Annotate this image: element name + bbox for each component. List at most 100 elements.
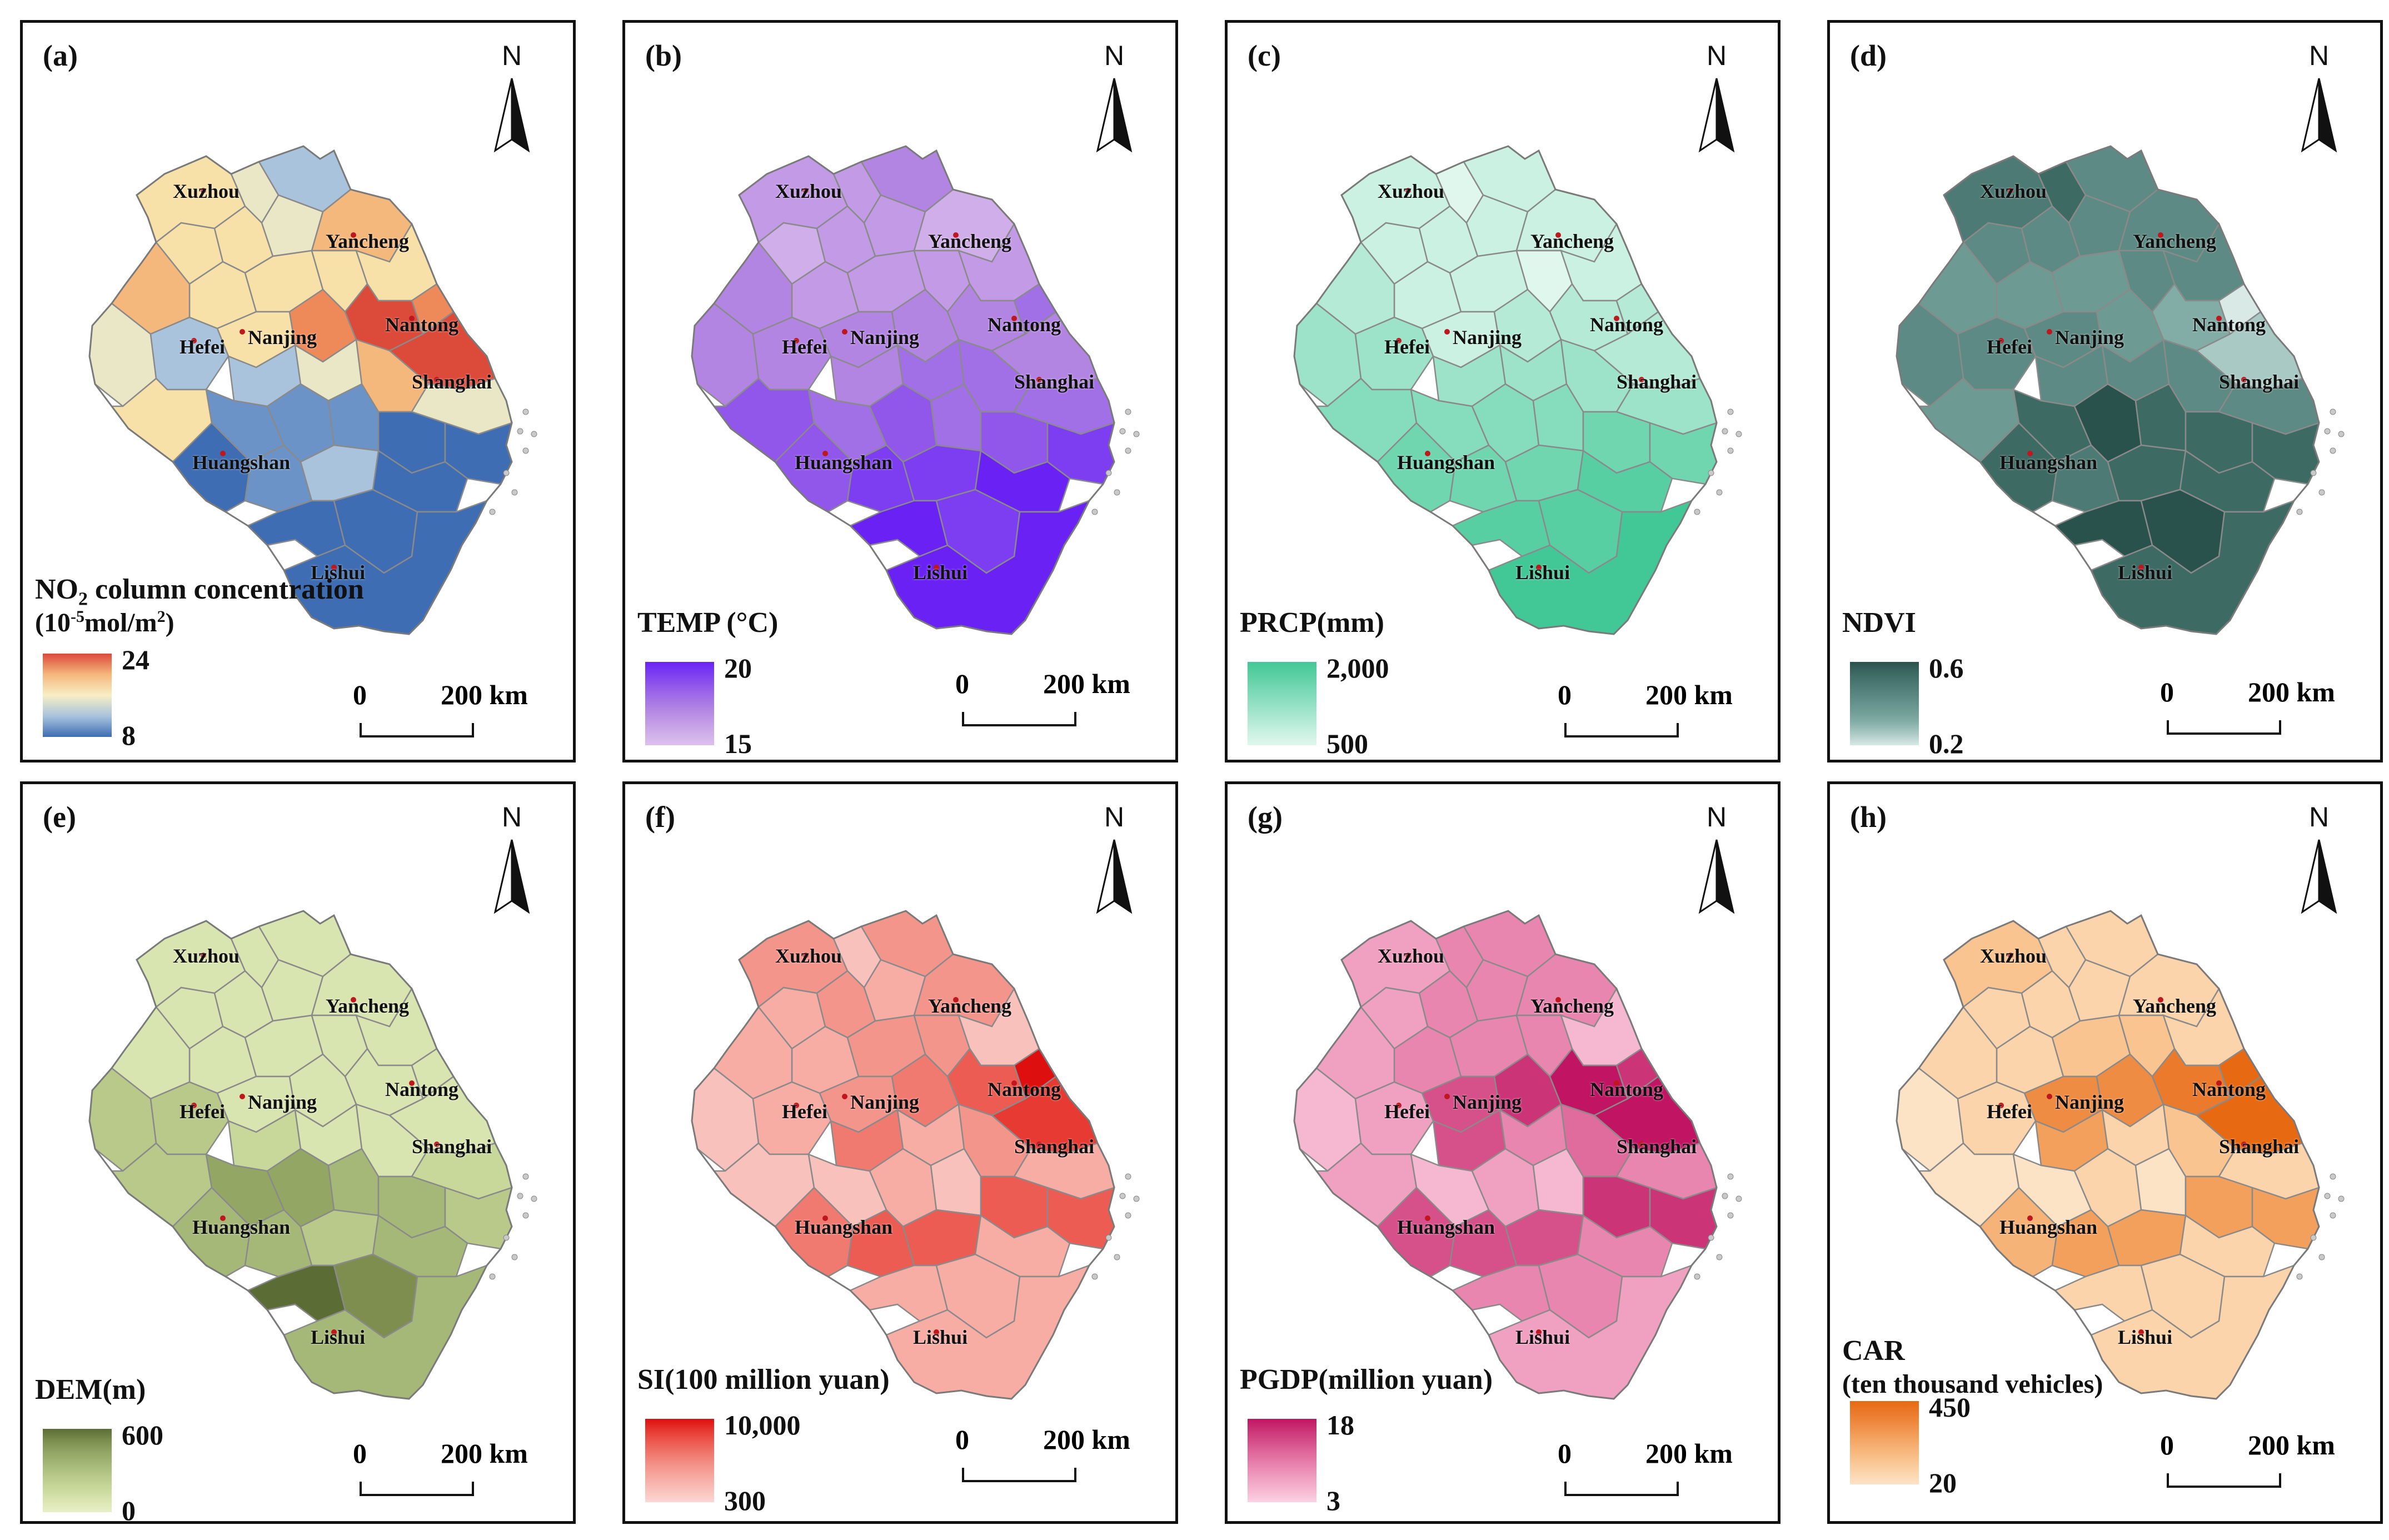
- city-marker-lishui: [1536, 565, 1542, 570]
- scale-zero: 0: [353, 1438, 367, 1469]
- island: [1735, 1195, 1742, 1202]
- map-panel-a: (a) N Xuzhou Yancheng Nantong Hefei Nanjing Sha…: [20, 20, 576, 762]
- island: [489, 509, 496, 515]
- map-region: [2053, 1264, 2153, 1322]
- island: [1125, 408, 1131, 415]
- choropleth-map: [1896, 910, 2345, 1400]
- scale-zero: 0: [2160, 1429, 2174, 1461]
- city-label-shanghai: Shanghai: [1014, 1135, 1095, 1158]
- city-marker-shanghai: [1639, 377, 1644, 382]
- city-marker-nanjing: [240, 1094, 245, 1099]
- city-label-xuzhou: Xuzhou: [1378, 945, 1445, 967]
- choropleth-map: [1896, 145, 2345, 635]
- north-arrow: N: [1694, 801, 1739, 918]
- island: [1708, 1234, 1714, 1241]
- legend-min-value: 15: [724, 728, 752, 759]
- north-arrow-icon: [1096, 839, 1133, 914]
- panel-label: (c): [1248, 39, 1281, 72]
- scale-bar: 0 200 km: [2147, 676, 2335, 742]
- city-marker-yancheng: [953, 232, 959, 238]
- city-marker-shanghai: [1639, 1142, 1644, 1147]
- map-panel-c: (c) N Xuzhou Yancheng Nantong Hefei Nanjing Sha…: [1225, 20, 1780, 762]
- city-marker-lishui: [2138, 1329, 2144, 1335]
- city-label-xuzhou: Xuzhou: [775, 945, 842, 967]
- island: [1105, 1234, 1112, 1241]
- scale-line: [1564, 723, 1679, 737]
- island: [511, 489, 518, 496]
- island: [1133, 431, 1140, 437]
- panel-label: (e): [43, 800, 76, 834]
- city-marker-huangshan: [2027, 451, 2033, 456]
- north-arrow: N: [490, 801, 534, 918]
- map-region: [246, 500, 346, 557]
- legend-title-subscript: 2: [78, 589, 88, 610]
- island: [1091, 1273, 1098, 1280]
- city-marker-hefei: [1998, 1103, 2004, 1108]
- legend-subtitle: (ten thousand vehicles): [1842, 1369, 2103, 1399]
- north-arrow-icon: [1698, 839, 1735, 914]
- city-label-yancheng: Yancheng: [2133, 230, 2217, 252]
- island: [2318, 1254, 2325, 1260]
- city-label-nanjing: Nanjing: [248, 1091, 317, 1113]
- city-marker-nantong: [409, 316, 415, 321]
- island: [503, 1234, 510, 1241]
- legend-max-value: 10,000: [724, 1409, 801, 1441]
- island: [1091, 509, 1098, 515]
- city-label-nanjing: Nanjing: [2055, 326, 2124, 348]
- legend-title-chem: NO: [35, 574, 78, 605]
- city-label-shanghai: Shanghai: [412, 1135, 492, 1158]
- legend-title-rest: column concentration: [88, 574, 364, 605]
- panel-label: (b): [645, 39, 682, 72]
- city-marker-xuzhou: [1405, 953, 1411, 958]
- city-label-lishui: Lishui: [311, 561, 366, 584]
- city-marker-hefei: [191, 1103, 197, 1108]
- island: [2330, 447, 2336, 454]
- city-label-nantong: Nantong: [385, 1078, 459, 1100]
- north-label: N: [501, 40, 522, 71]
- island: [1727, 447, 1734, 454]
- city-label-hefei: Hefei: [1384, 336, 1430, 358]
- scale-line: [2167, 720, 2281, 735]
- city-label-huangshan: Huangshan: [192, 451, 291, 474]
- city-label-nanjing: Nanjing: [850, 326, 920, 348]
- legend-min-value: 0.2: [1929, 728, 1964, 759]
- region-outline: [1293, 145, 1718, 635]
- city-label-xuzhou: Xuzhou: [1378, 180, 1445, 202]
- legend-max-value: 450: [1929, 1392, 1971, 1423]
- city-label-nantong: Nantong: [1590, 1078, 1664, 1100]
- map-panel-d: (d) N Xuzhou Yancheng Nantong Hefei Nanjing Sha…: [1827, 20, 2383, 762]
- north-label: N: [2308, 40, 2330, 71]
- legend-color-ramp: [1850, 1401, 1919, 1484]
- scale-bar: 0 200 km: [942, 667, 1130, 734]
- city-label-shanghai: Shanghai: [412, 371, 492, 393]
- scale-distance: 200 km: [1043, 668, 1130, 699]
- city-marker-huangshan: [1425, 451, 1430, 456]
- island: [1125, 1212, 1131, 1219]
- map-panel-g: (g) N Xuzhou Yancheng Nantong Hefei Nanjing Sha…: [1225, 781, 1780, 1524]
- panel-label: (a): [43, 39, 78, 72]
- island: [1727, 408, 1734, 415]
- choropleth-map: [691, 910, 1140, 1400]
- north-label: N: [1706, 801, 1727, 833]
- city-label-shanghai: Shanghai: [2219, 1135, 2300, 1158]
- city-marker-yancheng: [2158, 232, 2163, 238]
- island: [2324, 428, 2331, 435]
- island: [2338, 1195, 2345, 1202]
- city-marker-nantong: [409, 1080, 415, 1086]
- city-marker-nantong: [2216, 1080, 2222, 1086]
- city-label-yancheng: Yancheng: [2133, 995, 2217, 1017]
- region-outline: [1896, 910, 2320, 1400]
- legend-title: NO2 column concentration: [35, 573, 364, 610]
- scale-zero: 0: [2160, 676, 2174, 707]
- north-label: N: [1706, 40, 1727, 71]
- city-marker-xuzhou: [201, 188, 206, 193]
- panel-label: (d): [1850, 39, 1887, 72]
- island: [1708, 470, 1714, 476]
- island: [1722, 428, 1728, 435]
- city-label-yancheng: Yancheng: [928, 995, 1012, 1017]
- scale-line: [360, 1482, 474, 1496]
- scale-line: [2167, 1473, 2281, 1488]
- scale-zero: 0: [955, 1424, 969, 1455]
- island: [1722, 1193, 1728, 1199]
- legend-color-ramp: [43, 654, 112, 737]
